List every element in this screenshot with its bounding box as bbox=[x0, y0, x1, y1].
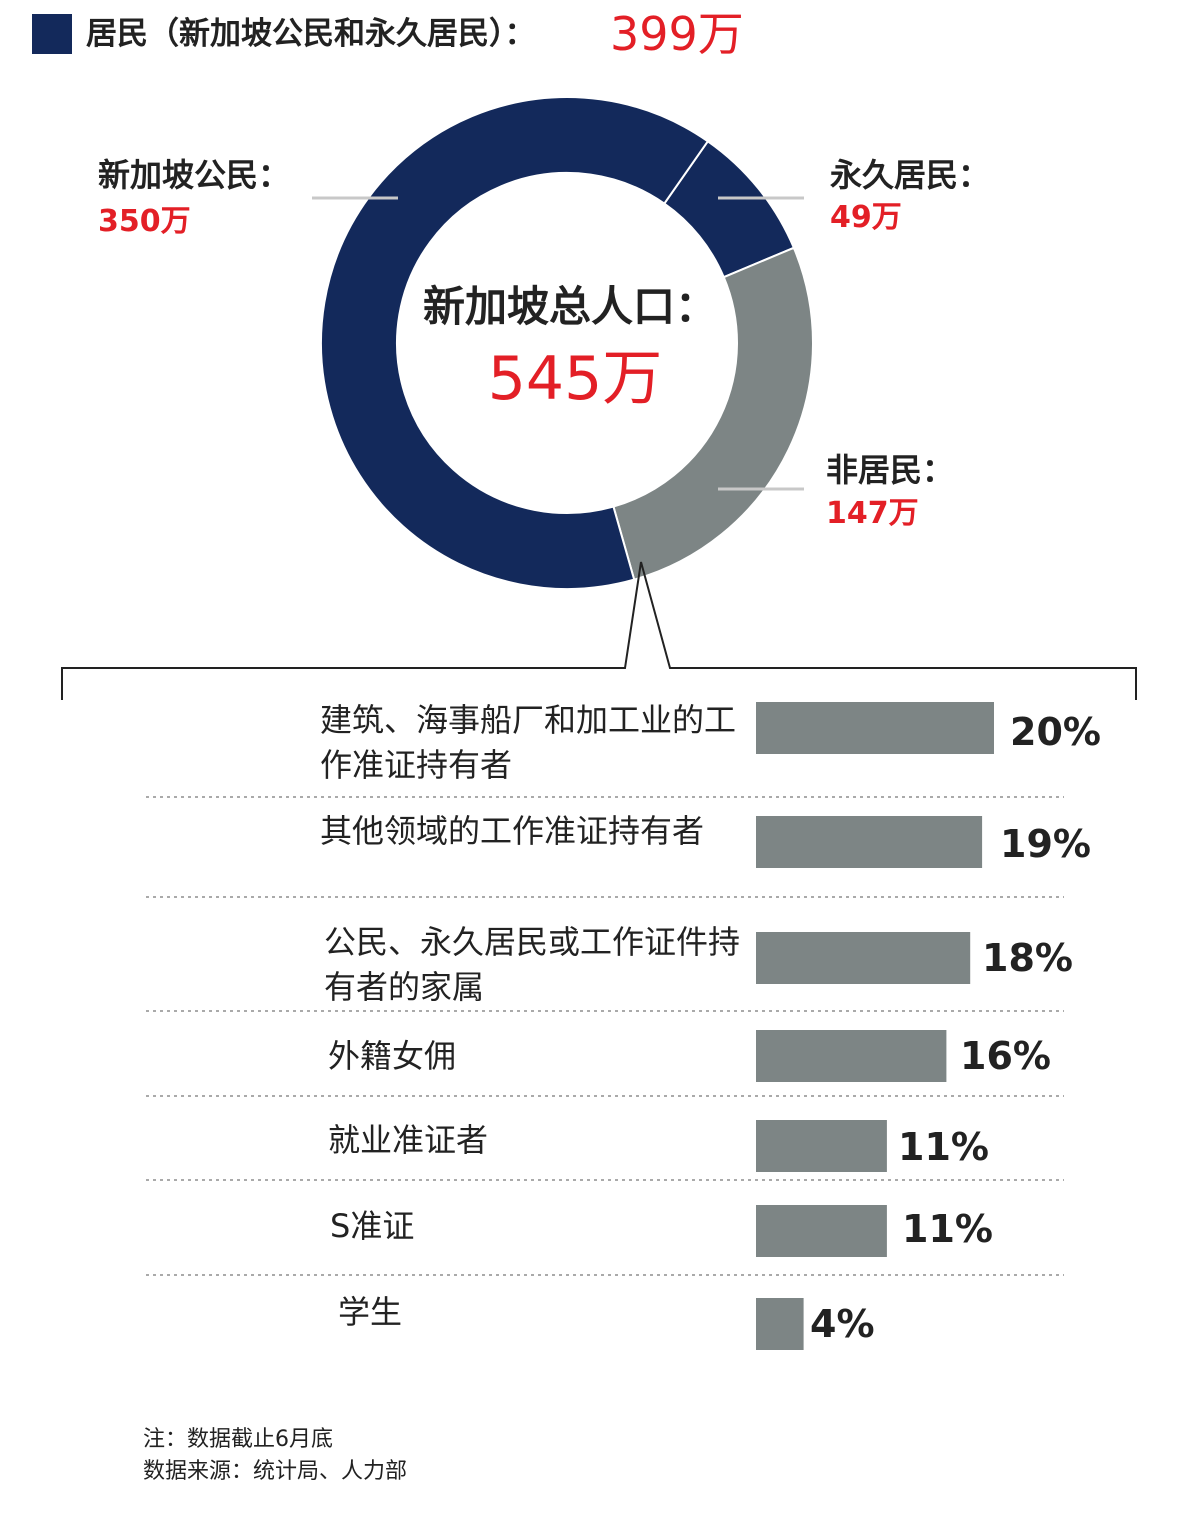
legend-label: 居民（新加坡公民和永久居民）： bbox=[86, 16, 536, 52]
bar-value-students: 4% bbox=[810, 1302, 875, 1346]
bar-label-construction: 建筑、海事船厂和加工业的工作准证持有者 bbox=[320, 701, 737, 784]
slice-value-nonresidents: 147万 bbox=[826, 496, 919, 531]
legend-value: 399万 bbox=[610, 7, 744, 61]
bar-value-domestic-workers: 16% bbox=[960, 1034, 1051, 1078]
donut-slice-citizens bbox=[320, 96, 710, 590]
donut-center-value: 545万 bbox=[487, 344, 663, 414]
bar-label-students: 学生 bbox=[338, 1293, 403, 1331]
bar-value-employment-pass: 11% bbox=[898, 1125, 989, 1169]
slice-label-nonresidents: 非居民： bbox=[826, 451, 955, 489]
callout-pointer bbox=[61, 561, 1137, 700]
bar-domestic-workers bbox=[756, 1030, 947, 1082]
slice-value-pr: 49万 bbox=[830, 200, 902, 235]
bar-value-construction: 20% bbox=[1010, 710, 1101, 754]
slice-label-citizens: 新加坡公民： bbox=[98, 156, 291, 194]
bar-dependants bbox=[756, 932, 971, 984]
data-source: 数据来源：统计局、人力部 bbox=[143, 1459, 408, 1484]
bar-label-dependants: 公民、永久居民或工作证件持有者的家属 bbox=[324, 923, 741, 1006]
bar-other-work-permits bbox=[756, 816, 983, 868]
bar-label-domestic-workers: 外籍女佣 bbox=[328, 1037, 457, 1075]
legend-swatch bbox=[32, 14, 72, 54]
bar-construction bbox=[756, 702, 994, 754]
donut-center-title: 新加坡总人口： bbox=[422, 282, 717, 331]
slice-value-citizens: 350万 bbox=[98, 204, 191, 239]
bar-employment-pass bbox=[756, 1120, 887, 1172]
bar-value-s-pass: 11% bbox=[902, 1207, 993, 1251]
slice-label-pr: 永久居民： bbox=[830, 156, 991, 194]
bar-students bbox=[756, 1298, 804, 1350]
bar-value-dependants: 18% bbox=[982, 936, 1073, 980]
donut-chart bbox=[61, 96, 1137, 700]
bar-label-other-work-permits: 其他领域的工作准证持有者 bbox=[320, 812, 705, 850]
bar-s-pass bbox=[756, 1205, 887, 1257]
bar-value-other-work-permits: 19% bbox=[1000, 822, 1091, 866]
footnote: 注：数据截止6月底 bbox=[143, 1427, 333, 1452]
donut-slice-nonresidents bbox=[612, 246, 814, 581]
bar-label-s-pass: S准证 bbox=[330, 1207, 415, 1245]
bar-label-employment-pass: 就业准证者 bbox=[328, 1121, 489, 1159]
